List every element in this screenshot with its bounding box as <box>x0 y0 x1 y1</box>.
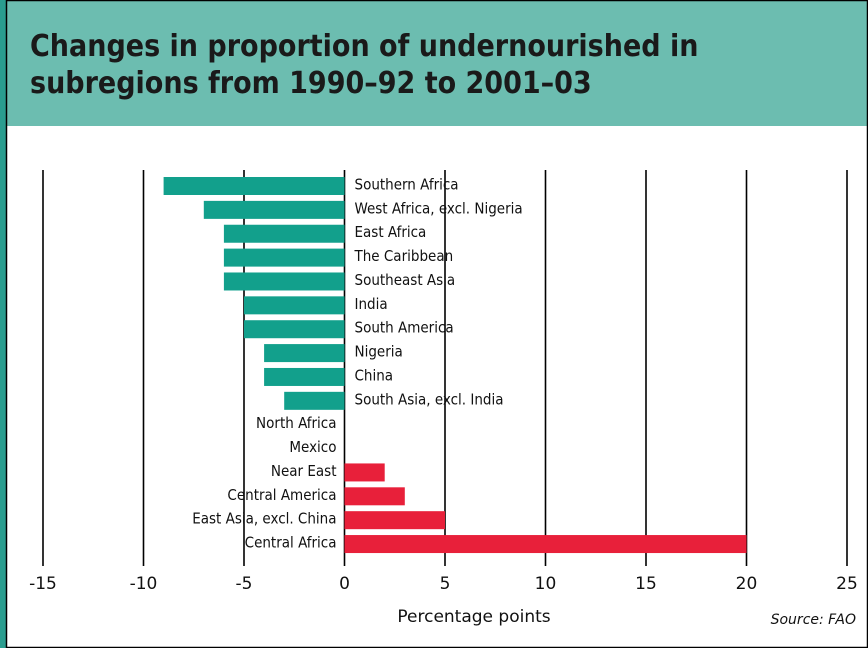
bar <box>244 296 345 315</box>
chart-title: Changes in proportion of undernourished … <box>30 29 699 101</box>
x-tick-label: 25 <box>836 574 858 594</box>
x-tick-label: 20 <box>736 574 758 594</box>
bar <box>284 391 345 410</box>
category-label: Mexico <box>289 438 336 456</box>
x-tick-label: 15 <box>635 574 657 594</box>
category-label: East Asia, excl. China <box>192 510 336 528</box>
title-box: Changes in proportion of undernourished … <box>30 29 699 101</box>
category-label: South America <box>355 319 454 337</box>
x-axis-label: Percentage points <box>397 607 550 627</box>
bar <box>344 535 747 554</box>
category-label: Nigeria <box>355 343 403 361</box>
bar <box>344 463 385 482</box>
left-strip <box>0 0 6 648</box>
x-tick-label: 5 <box>440 574 451 594</box>
category-label: Near East <box>271 462 337 480</box>
x-tick-label: -5 <box>236 574 253 594</box>
bar <box>264 344 345 363</box>
bar <box>223 272 345 291</box>
category-label: China <box>355 366 394 384</box>
category-label: East Africa <box>355 223 427 241</box>
x-tick-label: 10 <box>535 574 557 594</box>
bar <box>223 224 345 243</box>
category-label: West Africa, excl. Nigeria <box>355 199 523 217</box>
bar <box>223 248 345 267</box>
x-tick-label: 0 <box>339 574 350 594</box>
category-label: South Asia, excl. India <box>355 390 504 408</box>
bar <box>163 177 345 195</box>
source: Source: FAO <box>771 612 856 628</box>
category-label: Central America <box>227 486 336 504</box>
x-tick-label: -10 <box>130 574 158 594</box>
bar <box>244 320 345 339</box>
category-label: India <box>355 295 388 313</box>
bar <box>264 367 345 386</box>
category-label: The Caribbean <box>354 247 454 265</box>
x-tick-label: -15 <box>29 574 57 594</box>
category-label: Southeast Asia <box>355 271 456 289</box>
category-label: Southern Africa <box>355 176 459 194</box>
title-band <box>6 0 868 126</box>
bar <box>344 487 405 506</box>
category-label: North Africa <box>256 414 336 432</box>
category-label: Central Africa <box>245 534 337 552</box>
bar <box>344 511 445 530</box>
bar <box>203 200 345 219</box>
